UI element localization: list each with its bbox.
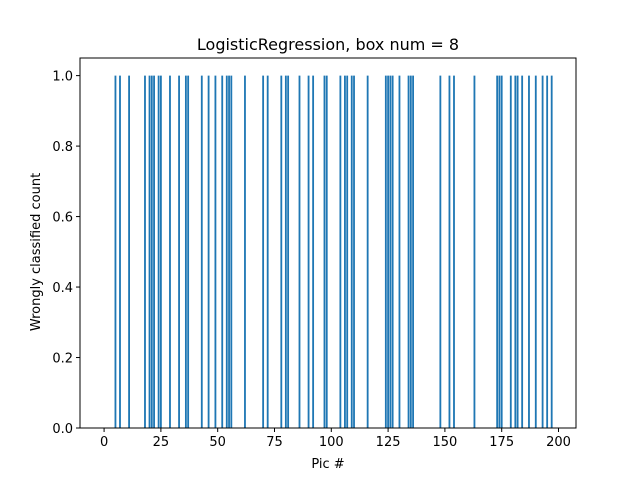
x-tick-label: 100 — [319, 435, 344, 450]
x-tick-label: 150 — [432, 435, 457, 450]
bar — [148, 75, 151, 429]
bar — [119, 75, 121, 429]
x-tick-label: 175 — [489, 435, 514, 450]
bar — [541, 75, 544, 429]
y-tick-label: 0.0 — [52, 422, 73, 437]
bar — [159, 75, 162, 429]
bar — [391, 75, 394, 429]
bar — [214, 75, 217, 429]
bar — [153, 75, 155, 429]
y-tick-label: 0.6 — [52, 211, 73, 226]
bar — [178, 75, 180, 429]
bar — [448, 75, 451, 429]
bar — [298, 75, 301, 429]
bar — [516, 75, 519, 429]
y-tick-label: 0.4 — [52, 281, 73, 296]
bar — [528, 75, 530, 429]
axes-frame — [79, 57, 577, 429]
bar — [387, 75, 390, 429]
bar — [353, 75, 355, 429]
bar — [409, 75, 412, 429]
chart-title: LogisticRegression, box num = 8 — [197, 35, 459, 54]
x-tick-label: 125 — [376, 435, 401, 450]
bar — [534, 75, 537, 429]
bar — [398, 75, 401, 429]
bar — [307, 75, 310, 429]
x-tick-label: 25 — [153, 435, 170, 450]
bar — [439, 75, 442, 429]
bar — [323, 75, 326, 429]
bar — [550, 75, 553, 429]
bar — [344, 75, 346, 429]
bar — [350, 75, 353, 429]
y-tick-label: 0.2 — [52, 352, 73, 367]
bar — [366, 75, 369, 429]
bar — [453, 75, 455, 429]
bar — [407, 75, 410, 429]
bar — [514, 75, 517, 429]
plot-area: 0 25 50 75 100 125 150 175 200 0.0 0.2 0.4 0.6 0.8 1.0 — [52, 57, 577, 450]
bar — [546, 75, 549, 429]
bar — [128, 75, 130, 429]
bar — [346, 75, 349, 429]
bar — [339, 75, 342, 429]
bar — [325, 75, 328, 429]
bar — [230, 75, 233, 429]
bar — [262, 75, 265, 429]
bar — [207, 75, 210, 429]
bar — [169, 75, 171, 429]
bar — [114, 75, 117, 429]
x-tick-label: 0 — [100, 435, 108, 450]
bar — [228, 75, 230, 429]
bar — [184, 75, 187, 429]
bar — [312, 75, 315, 429]
bar — [500, 75, 503, 429]
y-tick-label: 0.8 — [52, 140, 73, 155]
bar — [412, 75, 414, 429]
x-axis-label: Pic # — [311, 457, 344, 472]
bar — [200, 75, 203, 429]
bar — [496, 75, 499, 429]
bar — [521, 75, 524, 429]
y-tick-label: 1.0 — [52, 70, 73, 85]
bar — [225, 75, 228, 429]
bar — [384, 75, 387, 429]
bar — [244, 75, 246, 429]
bar — [280, 75, 283, 429]
x-tick-label: 50 — [209, 435, 226, 450]
bar — [144, 75, 146, 429]
x-tick-label: 200 — [546, 435, 571, 450]
bar — [187, 75, 190, 429]
bar — [389, 75, 392, 429]
bar — [150, 75, 153, 429]
y-axis-label: Wrongly classified count — [29, 173, 44, 331]
bar — [221, 75, 224, 429]
bar — [157, 75, 160, 429]
bar — [509, 75, 512, 429]
bar — [266, 75, 269, 429]
bar — [284, 75, 287, 429]
bar — [473, 75, 476, 429]
bar — [498, 75, 501, 429]
x-tick-label: 75 — [266, 435, 283, 450]
bar — [287, 75, 290, 429]
